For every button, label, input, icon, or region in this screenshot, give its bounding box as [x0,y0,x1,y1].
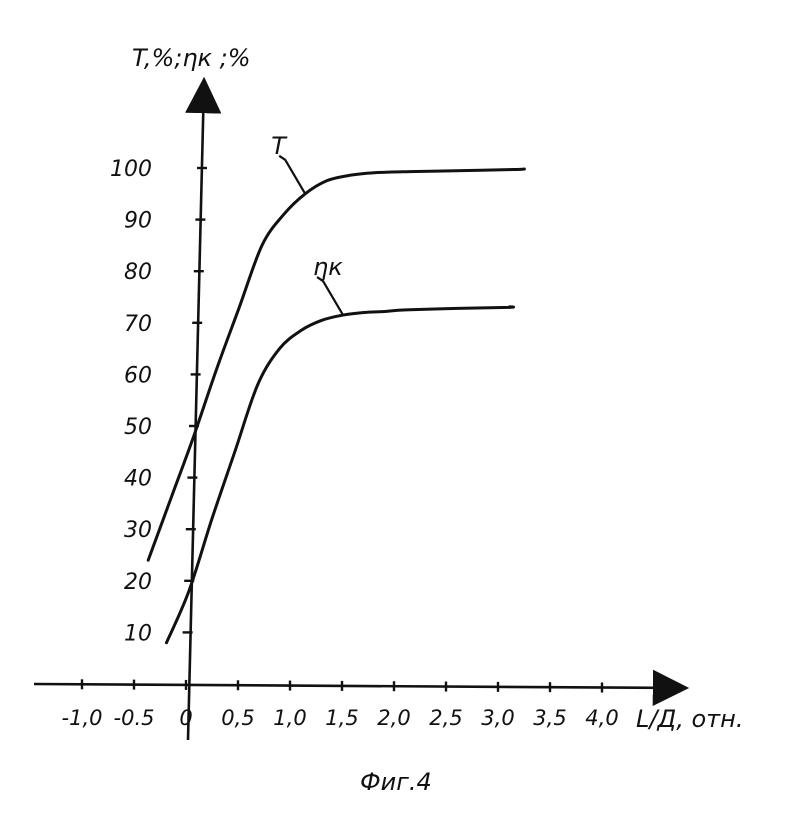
y-axis-label: T,%;ηк ;% [132,44,251,72]
x-tick-label: -0.5 [114,706,155,730]
x-tick-label: 2,0 [377,706,410,730]
series-label: ηк [313,253,343,281]
y-tick-label: 50 [124,415,152,440]
series-line-T [148,169,524,560]
y-tick-label: 20 [124,570,152,595]
y-tick-label: 90 [124,209,152,234]
y-tick-label: 100 [110,157,152,182]
x-axis-label: L/Д, отн. [636,705,743,733]
y-tick-label: 70 [124,312,152,337]
x-axis [34,684,684,688]
series-leader-line [279,156,305,194]
x-tick-label: 1,5 [325,706,358,730]
x-tick-label: 3,0 [481,706,514,730]
x-tick-label: 1,0 [273,706,306,730]
series-line-eta-k [166,307,513,643]
y-tick-label: 10 [124,621,152,646]
x-tick-label: -1,0 [62,706,103,730]
x-tick-label: 2,5 [429,706,462,730]
x-tick-label: 4,0 [585,706,618,730]
y-tick-label: 30 [124,518,152,543]
series-label: T [271,132,288,160]
x-tick-label: 0 [179,706,192,730]
series-leader-line [317,277,343,315]
y-tick-label: 60 [124,363,152,388]
y-tick-label: 40 [124,467,152,492]
x-tick-label: 0,5 [221,706,254,730]
x-tick-label: 3,5 [533,706,566,730]
y-tick-label: 80 [124,260,152,285]
figure-caption: Фиг.4 [360,768,432,796]
